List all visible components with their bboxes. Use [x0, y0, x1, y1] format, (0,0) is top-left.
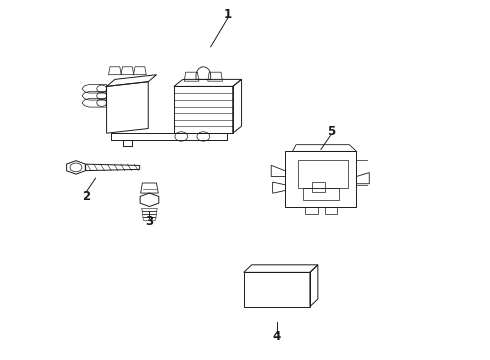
Text: 1: 1 — [224, 8, 232, 21]
Text: 5: 5 — [327, 125, 335, 138]
Text: 3: 3 — [146, 215, 153, 228]
Text: 2: 2 — [82, 190, 90, 203]
Text: 4: 4 — [273, 330, 281, 343]
